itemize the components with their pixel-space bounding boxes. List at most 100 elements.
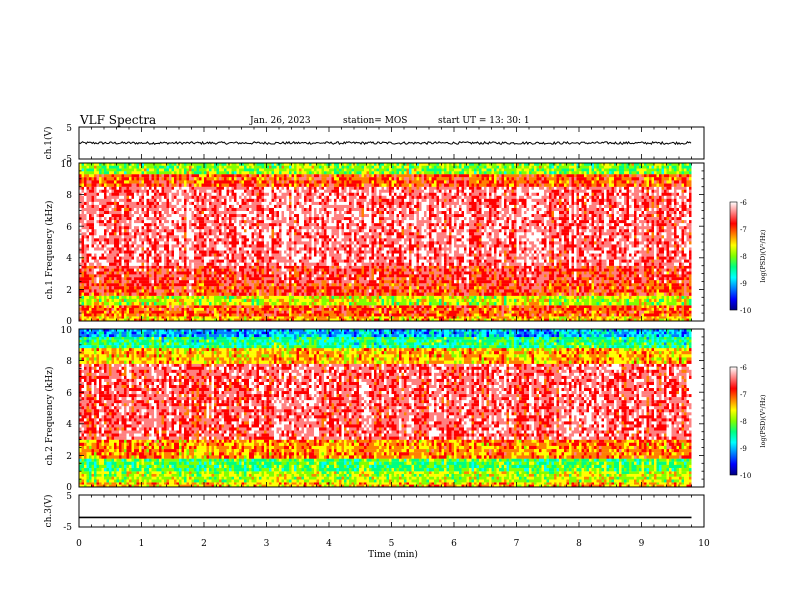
spectrogram-cell <box>214 307 217 311</box>
spectrogram-cell <box>209 271 212 275</box>
spectrogram-cell <box>621 313 625 317</box>
spectrogram-cell <box>251 289 255 293</box>
spectrogram-cell <box>254 277 257 281</box>
spectrogram-cell <box>516 280 520 284</box>
spectrogram-cell <box>141 310 145 314</box>
spectrogram-cell <box>561 298 565 303</box>
spectrogram-cell <box>259 318 262 322</box>
spectrogram-cell <box>231 277 235 281</box>
spectrogram-cell <box>521 289 525 293</box>
spectrogram-cell <box>99 310 102 314</box>
spectrogram-cell <box>216 283 220 287</box>
spectrogram-cell <box>154 318 157 322</box>
spectrogram-cell <box>541 313 545 317</box>
spectrogram-cell <box>119 186 122 190</box>
spectrogram-cell <box>391 289 395 293</box>
spectrogram-cell <box>101 274 105 278</box>
spectrogram-cell <box>149 316 152 319</box>
spectrogram-cell <box>389 271 392 275</box>
spectrogram-cell <box>246 268 250 272</box>
spectrogram-cell <box>426 283 430 287</box>
spectrogram-cell <box>346 271 350 275</box>
spectrogram-cell <box>281 313 285 317</box>
spectrogram-cell <box>556 307 560 311</box>
spectrogram-cell <box>649 286 652 290</box>
spectrogram-cell <box>191 292 195 296</box>
spectrogram-cell <box>241 292 245 296</box>
spectrogram-cell <box>151 268 155 272</box>
spectrogram-cell <box>534 307 537 311</box>
spectrogram-cell <box>319 298 322 303</box>
spectrogram-cell <box>599 265 602 269</box>
spectrogram-cell <box>379 298 382 303</box>
spectrogram-cell <box>184 292 187 296</box>
spectrogram-cell <box>144 271 147 275</box>
spectrogram-cell <box>494 274 497 278</box>
spectrogram-cell <box>596 292 600 296</box>
spectrogram-cell <box>681 295 685 300</box>
spectrogram-cell <box>319 186 322 190</box>
spectrogram-cell <box>166 289 170 293</box>
spectrogram-cell <box>349 292 352 296</box>
spectrogram-cell <box>296 283 300 287</box>
spectrogram-cell <box>596 277 600 281</box>
spectrogram-cell <box>361 274 365 278</box>
spectrogram-cell <box>131 298 135 303</box>
spectrogram-cell <box>584 305 587 309</box>
spectrogram-cell <box>654 265 657 269</box>
spectrogram-cell <box>444 186 447 190</box>
spectrogram-cell <box>589 313 592 317</box>
spectrogram-cell <box>639 277 642 281</box>
header-start-time: start UT = 13: 30: 1 <box>438 116 530 126</box>
spectrogram-cell <box>551 307 555 311</box>
spectrogram-cell <box>206 265 210 269</box>
spectrogram-cell <box>634 280 637 284</box>
spectrogram-cell <box>669 265 672 269</box>
spectrogram-cell <box>279 277 282 281</box>
spectrogram-cell <box>176 310 180 314</box>
spectrogram-cell <box>281 186 285 190</box>
spectrogram-cell <box>234 186 237 190</box>
spectrogram-cell <box>216 310 220 314</box>
spectrogram-cell <box>251 286 255 290</box>
spectrogram-cell <box>471 305 475 309</box>
spectrogram-cell <box>539 265 542 269</box>
spectrogram-cell <box>511 286 515 290</box>
spectrogram-cell <box>391 295 395 300</box>
spectrogram-cell <box>489 283 492 287</box>
spectrogram-cell <box>146 280 150 284</box>
spectrogram-cell <box>271 298 275 303</box>
spectrogram-cell <box>609 283 612 287</box>
spectrogram-cell <box>664 298 667 303</box>
spectrogram-cell <box>476 305 480 309</box>
spectrogram-cell <box>111 305 115 309</box>
spectrogram-cell <box>329 268 332 272</box>
spectrogram-cell <box>644 295 647 300</box>
spectrogram-cell <box>226 274 230 278</box>
spectrogram-cell <box>624 283 627 287</box>
spectrogram-cell <box>181 295 185 300</box>
spectrogram-cell <box>299 286 302 290</box>
spectrogram-cell <box>424 298 427 303</box>
spectrogram-cell <box>226 289 230 293</box>
spectrogram-cell <box>364 302 367 306</box>
spectrogram-cell <box>321 295 325 300</box>
spectrogram-cell <box>381 289 385 293</box>
spectrogram-cell <box>264 298 267 303</box>
spectrogram-cell <box>616 289 620 293</box>
spectrogram-cell <box>376 283 380 287</box>
spectrogram-cell <box>656 305 660 309</box>
spectrogram-cell <box>681 298 685 303</box>
spectrogram-cell <box>134 310 137 314</box>
spectrogram-cell <box>301 186 305 190</box>
spectrogram-cell <box>499 292 502 296</box>
spectrogram-cell <box>179 318 182 322</box>
spectrogram-cell <box>219 271 222 275</box>
spectrogram-cell <box>206 286 210 290</box>
spectrogram-cell <box>139 277 142 281</box>
spectrogram-cell <box>224 292 227 296</box>
spectrogram-cell <box>186 305 190 309</box>
spectrogram-cell <box>151 280 155 284</box>
spectrogram-cell <box>566 271 570 275</box>
spectrogram-cell <box>519 316 522 319</box>
